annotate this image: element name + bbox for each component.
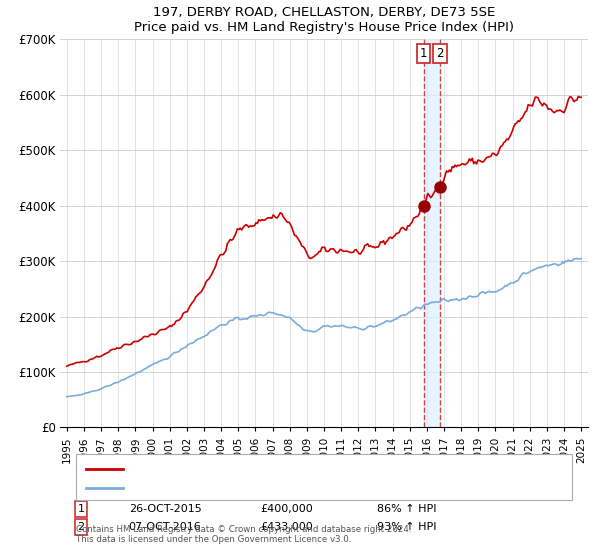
Text: 1: 1	[420, 46, 428, 59]
FancyBboxPatch shape	[76, 454, 572, 500]
Text: £400,000: £400,000	[260, 504, 313, 514]
Text: Contains HM Land Registry data © Crown copyright and database right 2024.
This d: Contains HM Land Registry data © Crown c…	[76, 525, 412, 544]
Text: £433,000: £433,000	[260, 522, 313, 532]
Text: 2: 2	[77, 522, 85, 532]
Text: 2: 2	[436, 46, 444, 59]
Text: 26-OCT-2015: 26-OCT-2015	[128, 504, 202, 514]
Text: 93% ↑ HPI: 93% ↑ HPI	[377, 522, 436, 532]
Text: 197, DERBY ROAD, CHELLASTON, DERBY, DE73 5SE (detached house): 197, DERBY ROAD, CHELLASTON, DERBY, DE73…	[134, 464, 516, 474]
Text: 86% ↑ HPI: 86% ↑ HPI	[377, 504, 436, 514]
Bar	[424, 39, 440, 427]
Title: 197, DERBY ROAD, CHELLASTON, DERBY, DE73 5SE
Price paid vs. HM Land Registry's H: 197, DERBY ROAD, CHELLASTON, DERBY, DE73…	[134, 6, 514, 34]
Text: HPI: Average price, detached house, City of Derby: HPI: Average price, detached house, City…	[134, 483, 408, 493]
Text: 1: 1	[77, 504, 85, 514]
Text: 07-OCT-2016: 07-OCT-2016	[128, 522, 202, 532]
